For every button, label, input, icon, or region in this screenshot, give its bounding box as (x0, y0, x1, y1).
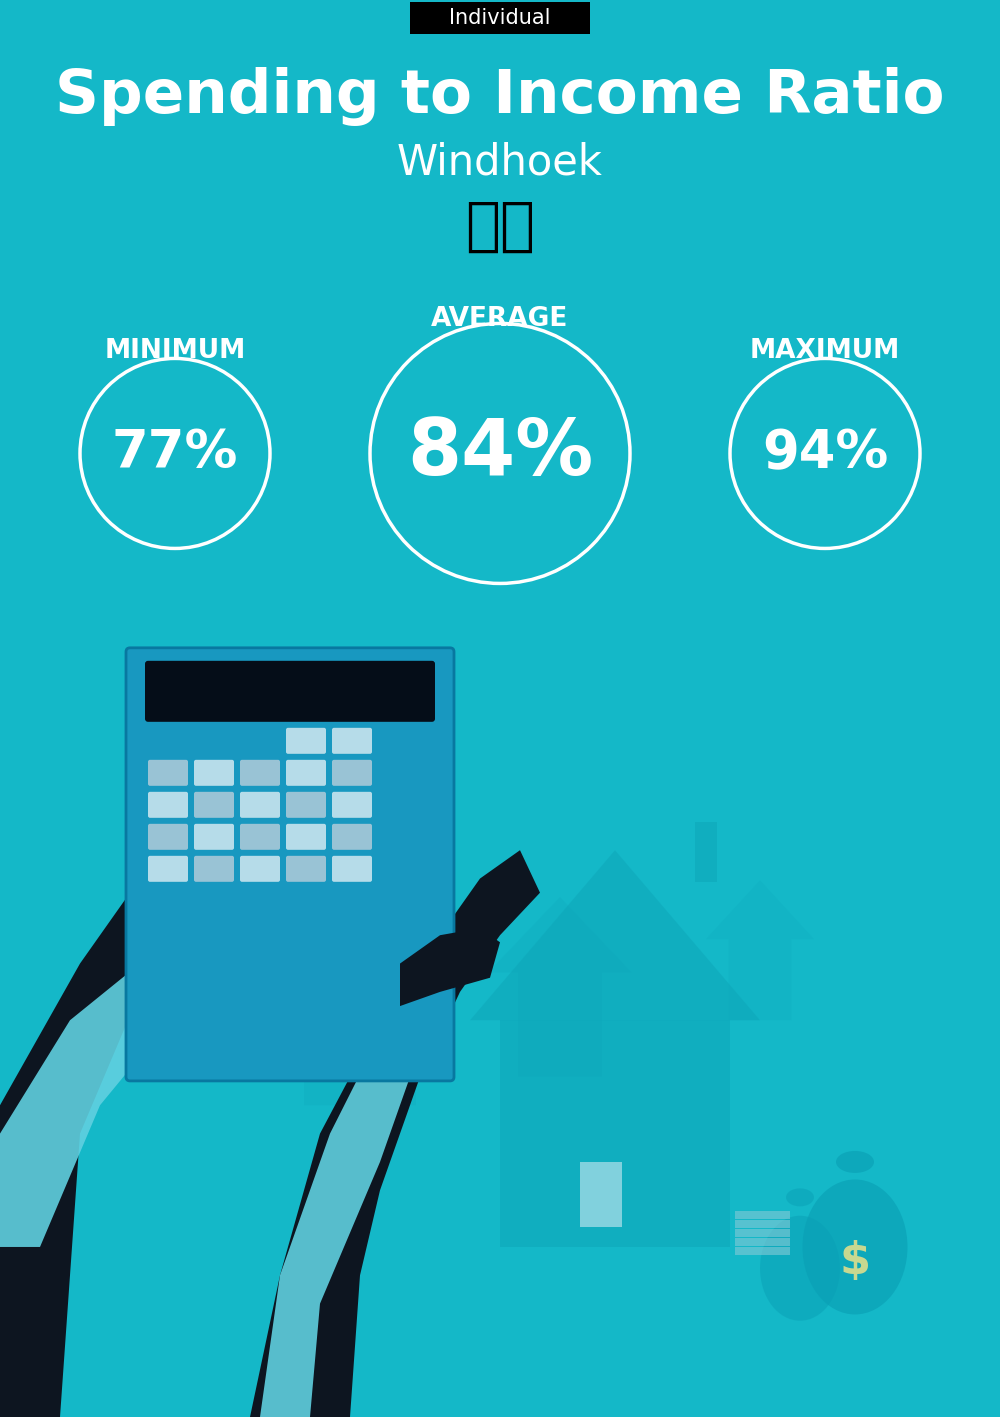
FancyBboxPatch shape (286, 728, 326, 754)
FancyBboxPatch shape (332, 760, 372, 786)
FancyBboxPatch shape (240, 823, 280, 850)
FancyBboxPatch shape (735, 1212, 790, 1219)
FancyBboxPatch shape (286, 856, 326, 881)
Polygon shape (488, 897, 632, 1077)
FancyBboxPatch shape (126, 648, 454, 1081)
Text: AVERAGE: AVERAGE (431, 306, 569, 332)
Polygon shape (0, 694, 420, 1417)
Polygon shape (260, 1034, 420, 1417)
FancyBboxPatch shape (194, 760, 234, 786)
FancyBboxPatch shape (194, 856, 234, 881)
Text: MAXIMUM: MAXIMUM (750, 339, 900, 364)
FancyBboxPatch shape (145, 660, 435, 721)
FancyBboxPatch shape (735, 1220, 790, 1229)
FancyBboxPatch shape (332, 856, 372, 881)
FancyBboxPatch shape (410, 3, 590, 34)
FancyBboxPatch shape (735, 1247, 790, 1255)
FancyBboxPatch shape (148, 792, 188, 818)
Polygon shape (400, 928, 500, 1006)
FancyBboxPatch shape (735, 1238, 790, 1246)
FancyBboxPatch shape (332, 823, 372, 850)
FancyBboxPatch shape (240, 856, 280, 881)
Text: Spending to Income Ratio: Spending to Income Ratio (55, 67, 945, 126)
Polygon shape (0, 964, 170, 1247)
FancyBboxPatch shape (240, 792, 280, 818)
FancyBboxPatch shape (148, 823, 188, 850)
Polygon shape (264, 876, 456, 1105)
Text: Windhoek: Windhoek (397, 142, 603, 184)
FancyBboxPatch shape (332, 792, 372, 818)
Ellipse shape (786, 1189, 814, 1206)
FancyBboxPatch shape (240, 760, 280, 786)
Text: $: $ (840, 1240, 870, 1282)
Polygon shape (500, 1020, 730, 1247)
FancyBboxPatch shape (194, 823, 234, 850)
Ellipse shape (760, 1216, 840, 1321)
FancyBboxPatch shape (194, 792, 234, 818)
Polygon shape (250, 850, 540, 1417)
Polygon shape (470, 850, 760, 1020)
Ellipse shape (802, 1179, 908, 1315)
FancyBboxPatch shape (286, 760, 326, 786)
FancyBboxPatch shape (735, 1229, 790, 1237)
FancyBboxPatch shape (148, 760, 188, 786)
FancyBboxPatch shape (286, 792, 326, 818)
Text: MINIMUM: MINIMUM (104, 339, 246, 364)
Text: 84%: 84% (407, 415, 593, 492)
Text: 94%: 94% (762, 428, 888, 479)
Ellipse shape (836, 1151, 874, 1173)
FancyBboxPatch shape (695, 822, 717, 881)
FancyBboxPatch shape (286, 823, 326, 850)
Text: Individual: Individual (449, 9, 551, 28)
Text: 🇳🇦: 🇳🇦 (465, 198, 535, 255)
FancyBboxPatch shape (580, 1162, 622, 1227)
Text: 77%: 77% (112, 428, 238, 479)
Polygon shape (706, 880, 814, 1020)
FancyBboxPatch shape (148, 856, 188, 881)
FancyBboxPatch shape (332, 728, 372, 754)
